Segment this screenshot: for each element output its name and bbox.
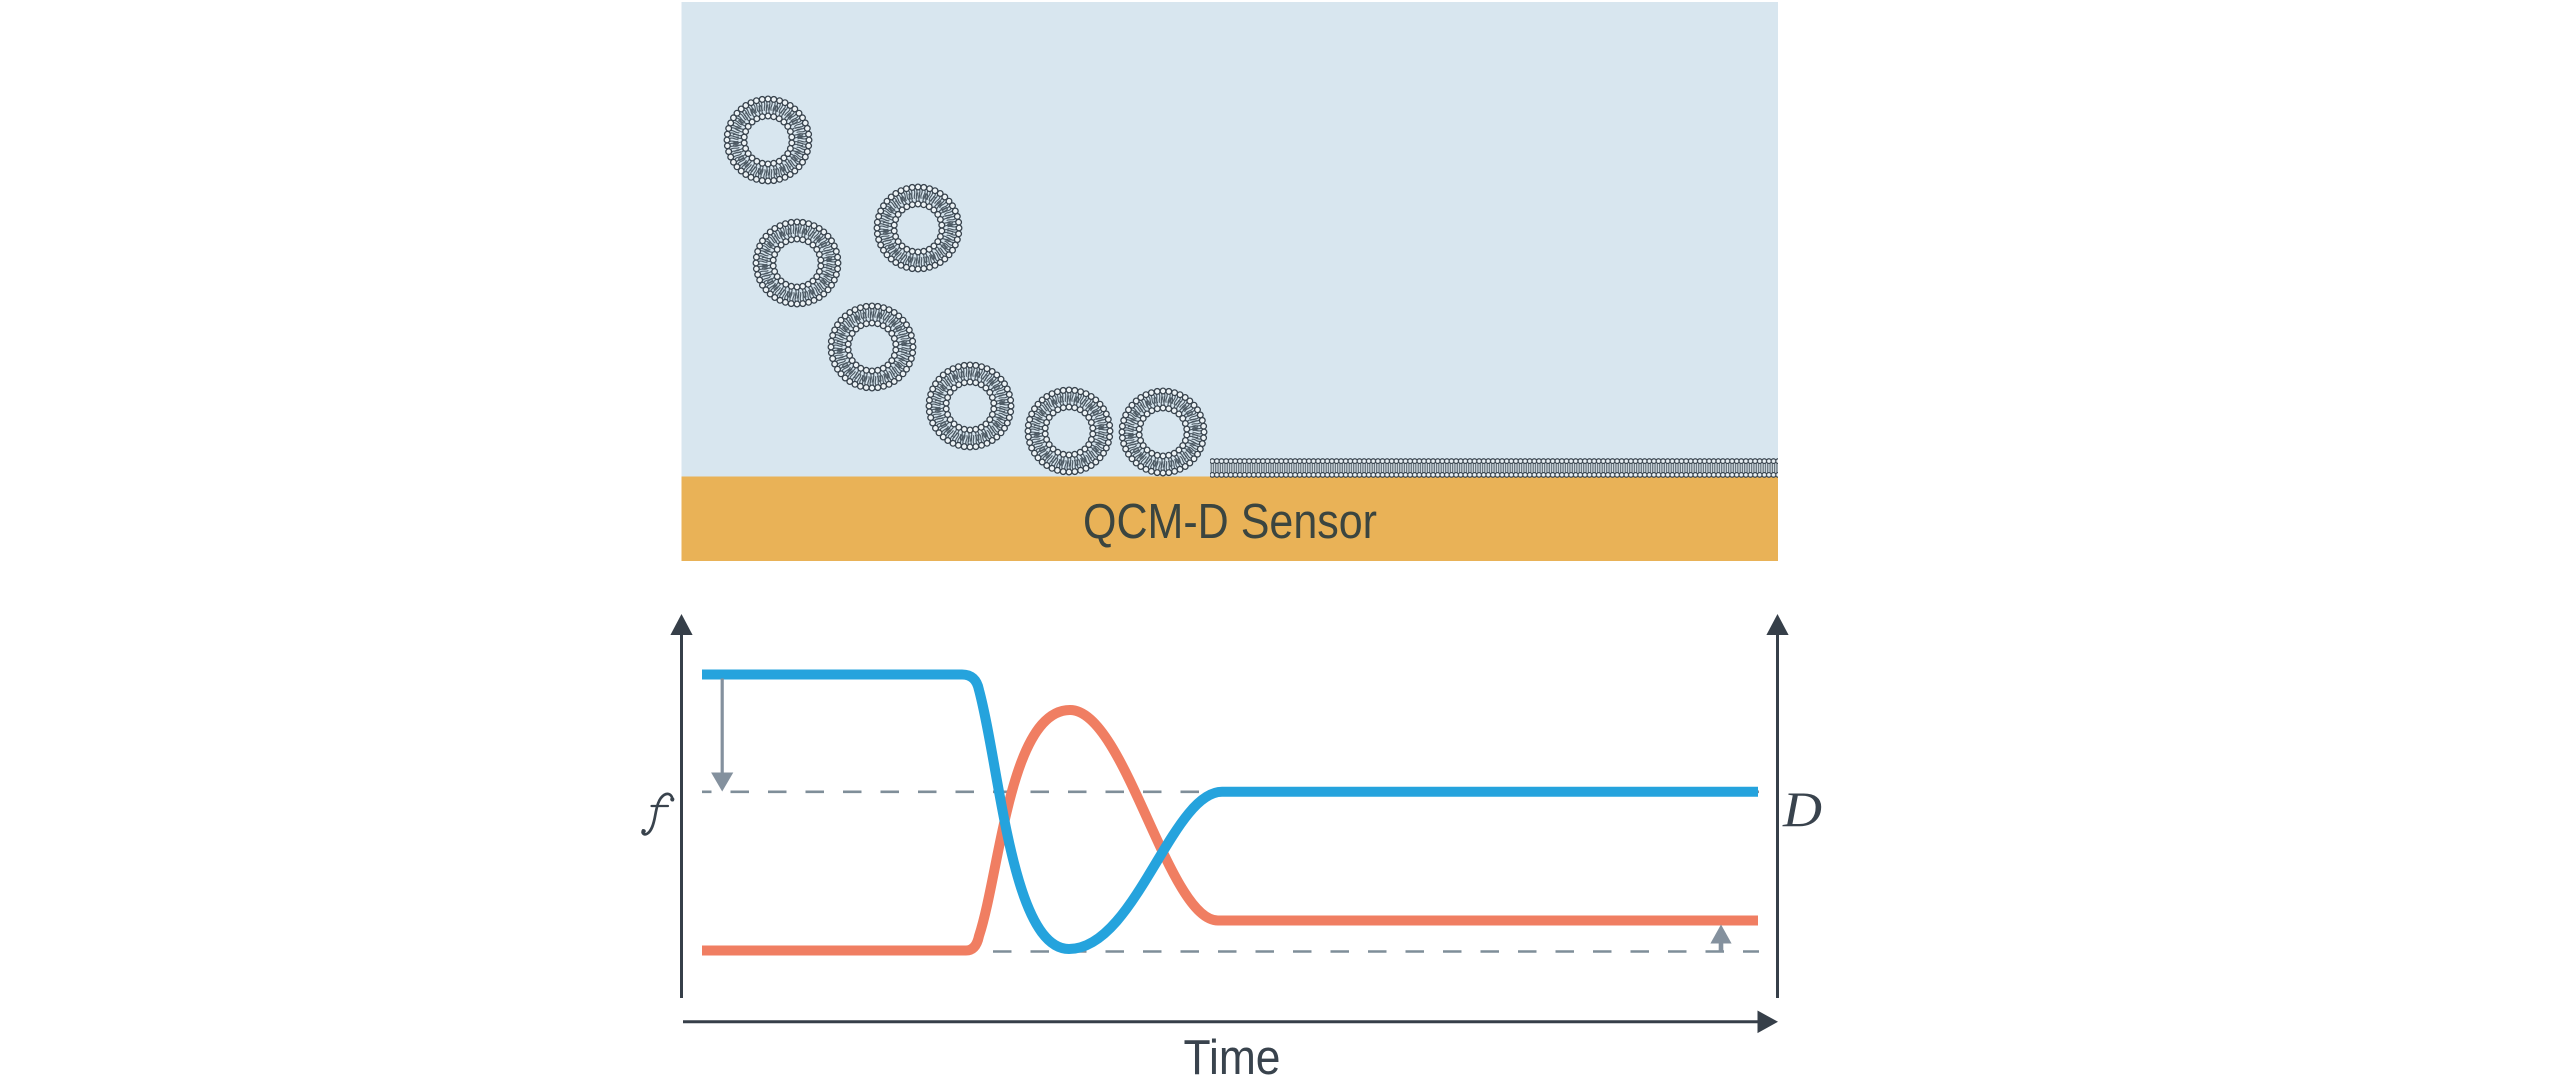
- svg-text:D: D: [1782, 781, 1822, 837]
- svg-text:QCM-D Sensor: QCM-D Sensor: [1083, 494, 1377, 549]
- svg-text:Time: Time: [1184, 1031, 1281, 1085]
